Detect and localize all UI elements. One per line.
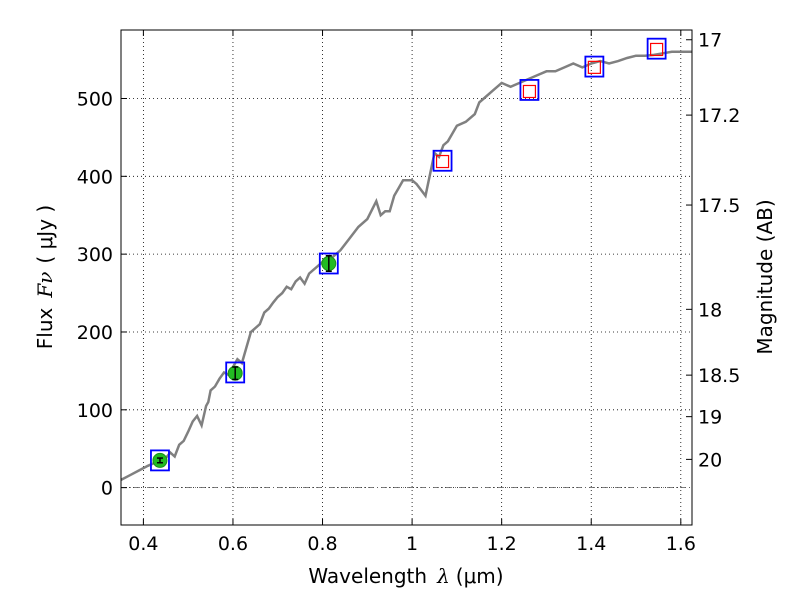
model-photometry-box — [519, 79, 540, 101]
magnitude-tick-label: 18 — [698, 299, 722, 321]
model-value-marker — [522, 84, 537, 99]
y-axis-label: Flux Fν ( μJy ) — [33, 205, 57, 349]
y-tick-label: 400 — [77, 166, 113, 188]
model-photometry-box — [584, 55, 605, 78]
magnitude-tick-label: 17.5 — [698, 195, 740, 217]
y-axis-label-symbol: Fν — [33, 272, 57, 299]
data-marks — [150, 37, 667, 472]
magnitude-tick-label: 17.2 — [698, 105, 740, 127]
model-value-marker — [587, 60, 601, 74]
y-tick-label: 100 — [77, 400, 113, 422]
x-tick-label: 1.4 — [576, 533, 606, 555]
magnitude-tick-label: 19 — [698, 407, 722, 429]
model-photometry-box — [646, 37, 667, 60]
plot-frame — [120, 29, 693, 526]
axis-ticks: 0.4 0.6 0.8 1 1.2 1.4 1.6 0 100 200 300 400 500 17 17.… — [77, 30, 741, 555]
grid-lines — [121, 30, 692, 525]
y-tick-label: 500 — [77, 88, 113, 110]
model-photometry-box — [432, 149, 453, 172]
y-axis-label-unit: ( μJy ) — [33, 205, 57, 264]
model-photometry-box — [318, 252, 339, 275]
x-axis-label-unit: (μm) — [456, 564, 504, 588]
model-value-marker — [650, 42, 664, 57]
x-tick-label: 1.6 — [666, 533, 696, 555]
x-tick-label: 1.2 — [487, 533, 517, 555]
y-tick-label: 300 — [77, 244, 113, 266]
x-tick-label: 0.6 — [218, 533, 248, 555]
x-tick-label: 1 — [406, 533, 418, 555]
model-value-marker — [435, 154, 450, 169]
magnitude-tick-label: 18.5 — [698, 365, 740, 387]
x-axis-label-symbol: λ — [436, 564, 450, 588]
x-axis-label-text: Wavelength — [308, 564, 427, 588]
magnitude-tick-label: 20 — [698, 449, 722, 471]
magnitude-axis-label: Magnitude (AB) — [753, 199, 777, 354]
model-photometry-box — [150, 449, 170, 472]
x-tick-label: 0.4 — [128, 533, 158, 555]
x-tick-label: 0.8 — [307, 533, 337, 555]
model-photometry-box — [225, 361, 246, 384]
y-tick-label: 0 — [101, 478, 113, 500]
y-axis-label-text: Flux — [33, 307, 57, 349]
x-axis-label: Wavelength λ (μm) — [308, 564, 503, 588]
magnitude-tick-label: 17 — [698, 30, 722, 52]
spectrum-line — [120, 50, 692, 482]
y-tick-label: 200 — [77, 322, 113, 344]
